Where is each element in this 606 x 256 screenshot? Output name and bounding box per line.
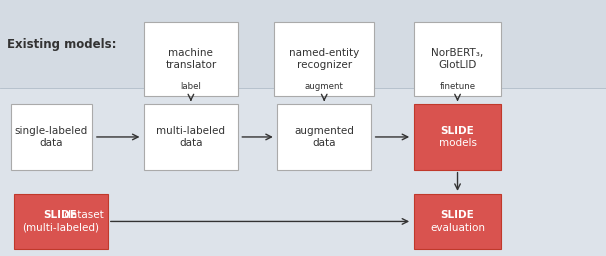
Text: single-labeled
data: single-labeled data [15, 126, 88, 148]
Text: machine
translator: machine translator [165, 48, 216, 70]
Text: SLIDE: SLIDE [441, 126, 474, 136]
Text: (multi-labeled): (multi-labeled) [22, 222, 99, 233]
Text: label: label [181, 82, 201, 91]
Text: named-entity
recognizer: named-entity recognizer [289, 48, 359, 70]
Text: evaluation: evaluation [430, 222, 485, 233]
Text: NorBERT₃,
GlotLID: NorBERT₃, GlotLID [431, 48, 484, 70]
Text: Existing models:: Existing models: [7, 38, 117, 51]
Text: augmented
data: augmented data [295, 126, 354, 148]
FancyBboxPatch shape [0, 0, 606, 88]
Text: finetune: finetune [439, 82, 476, 91]
Text: multi-labeled
data: multi-labeled data [156, 126, 225, 148]
FancyBboxPatch shape [413, 104, 502, 169]
FancyBboxPatch shape [144, 22, 238, 96]
FancyBboxPatch shape [14, 194, 108, 249]
Text: models: models [439, 138, 476, 148]
Text: SLIDE: SLIDE [441, 210, 474, 220]
Text: dataset: dataset [61, 210, 104, 220]
FancyBboxPatch shape [11, 104, 93, 169]
Text: augment: augment [305, 82, 344, 91]
FancyBboxPatch shape [144, 104, 238, 169]
FancyBboxPatch shape [413, 22, 502, 96]
Text: SLIDE: SLIDE [44, 210, 78, 220]
FancyBboxPatch shape [275, 22, 375, 96]
FancyBboxPatch shape [278, 104, 371, 169]
FancyBboxPatch shape [413, 194, 502, 249]
